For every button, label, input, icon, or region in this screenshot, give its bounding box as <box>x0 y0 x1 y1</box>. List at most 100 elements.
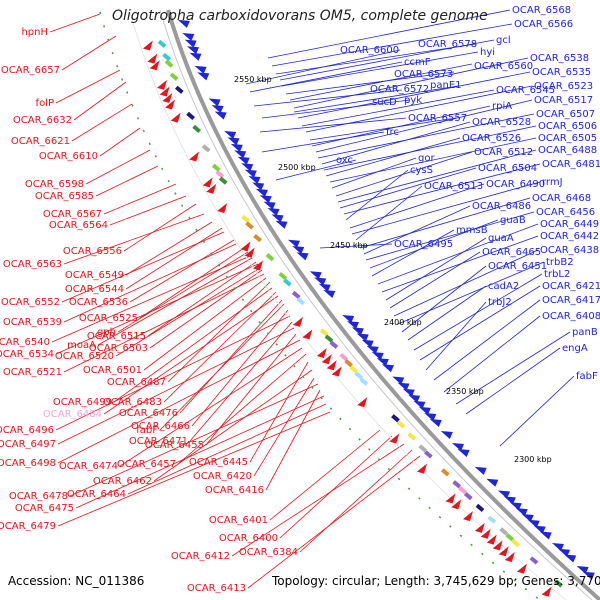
reverse-gene-arrow[interactable] <box>361 339 374 348</box>
reverse-gene-arrow[interactable] <box>521 513 534 522</box>
gene-label[interactable]: OCAR_6568 <box>512 5 571 16</box>
reverse-gene-arrow[interactable] <box>527 519 540 528</box>
gene-label[interactable]: OCAR_6517 <box>534 95 593 106</box>
gene-label[interactable]: OCAR_6487 <box>107 377 166 388</box>
gene-label[interactable]: OCAR_6481 <box>542 159 600 170</box>
gene-label[interactable]: OCAR_6526 <box>462 133 521 144</box>
forward-gene-arrow[interactable] <box>474 522 485 533</box>
reverse-gene-arrow[interactable] <box>296 252 309 261</box>
gene-label[interactable]: OCAR_6412 <box>171 551 230 562</box>
gene-label[interactable]: OCAR_6572 <box>370 84 429 95</box>
reverse-gene-arrow[interactable] <box>418 406 431 415</box>
gene-label[interactable]: OCAR_6557 <box>408 113 467 124</box>
gene-label[interactable]: cadA2 <box>488 281 519 292</box>
reverse-gene-arrow[interactable] <box>533 525 546 534</box>
gene-label[interactable]: OCAR_6464 <box>67 489 126 500</box>
gene-label[interactable]: OCAR_6540 <box>0 337 50 348</box>
gene-label[interactable]: OCAR_6462 <box>93 476 152 487</box>
gene-label[interactable]: OCAR_6535 <box>532 67 591 78</box>
reverse-gene-arrow[interactable] <box>263 201 276 210</box>
gene-label[interactable]: OCAR_6556 <box>63 246 122 257</box>
gene-label[interactable]: OCAR_6512 <box>474 147 533 158</box>
reverse-gene-arrow[interactable] <box>509 502 522 511</box>
reverse-gene-arrow[interactable] <box>408 394 421 403</box>
reverse-gene-arrow[interactable] <box>318 283 331 292</box>
gene-label[interactable]: OCAR_6632 <box>13 115 72 126</box>
gene-label[interactable]: hyi <box>480 47 495 58</box>
gene-label[interactable]: OCAR_6544 <box>65 284 124 295</box>
gene-label[interactable]: OCAR_6483 <box>103 397 162 408</box>
gene-label[interactable]: mmsB <box>456 225 488 236</box>
gene-label[interactable]: OCAR_6520 <box>55 351 114 362</box>
gene-label[interactable]: gcl <box>496 35 511 46</box>
reverse-gene-arrow[interactable] <box>539 531 552 540</box>
reverse-gene-arrow[interactable] <box>182 33 195 42</box>
gene-label[interactable]: OCAR_6474 <box>59 461 118 472</box>
forward-gene-arrow[interactable] <box>486 534 497 545</box>
gene-label[interactable]: OCAR_6486 <box>472 201 531 212</box>
gene-label[interactable]: OCAR_6408 <box>542 311 600 322</box>
forward-gene-arrow[interactable] <box>302 329 313 340</box>
gene-label[interactable]: rrmJ <box>542 177 563 188</box>
gene-label[interactable]: OCAR_6451 <box>488 261 547 272</box>
gene-label[interactable]: OCAR_6449 <box>540 219 599 230</box>
forward-gene-arrow[interactable] <box>321 354 332 365</box>
reverse-gene-arrow[interactable] <box>187 46 200 55</box>
gene-label[interactable]: ccmF <box>404 57 431 68</box>
forward-gene-arrow[interactable] <box>244 247 255 258</box>
reverse-gene-arrow[interactable] <box>397 382 410 391</box>
reverse-gene-arrow[interactable] <box>474 466 487 475</box>
gene-label[interactable]: OCAR_6445 <box>189 457 248 468</box>
reverse-gene-arrow[interactable] <box>244 169 257 178</box>
forward-gene-arrow[interactable] <box>165 99 176 110</box>
gene-label[interactable]: OCAR_6567 <box>43 209 102 220</box>
reverse-gene-arrow[interactable] <box>440 431 453 440</box>
gene-label[interactable]: hpnH <box>21 27 48 38</box>
gene-label[interactable]: OCAR_6479 <box>0 521 56 532</box>
reverse-gene-arrow[interactable] <box>457 448 470 457</box>
forward-gene-arrow[interactable] <box>149 60 160 71</box>
gene-label[interactable]: OCAR_6505 <box>538 133 597 144</box>
gene-label[interactable]: OCAR_6466 <box>131 421 190 432</box>
gene-label[interactable]: OCAR_6476 <box>119 408 178 419</box>
gene-label[interactable]: OCAR_6552 <box>1 297 60 308</box>
gene-label[interactable]: OCAR_6657 <box>1 65 60 76</box>
reverse-gene-arrow[interactable] <box>292 246 305 255</box>
gene-label[interactable]: fabF <box>576 371 598 382</box>
gene-label[interactable]: OCAR_6465 <box>482 247 541 258</box>
gene-label[interactable]: OCAR_6600 <box>340 45 399 56</box>
gene-label[interactable]: OCAR_6475 <box>15 503 74 514</box>
gene-label[interactable]: fabF <box>136 425 158 436</box>
reverse-gene-arrow[interactable] <box>376 358 389 367</box>
reverse-gene-arrow[interactable] <box>413 400 426 409</box>
reverse-gene-arrow[interactable] <box>497 490 510 499</box>
gene-label[interactable]: OCAR_6534 <box>0 349 54 360</box>
gene-label[interactable]: folP <box>36 98 54 109</box>
gene-label[interactable]: frc <box>386 127 399 138</box>
gene-label[interactable]: gor <box>418 153 435 164</box>
reverse-gene-arrow[interactable] <box>255 188 268 197</box>
reverse-gene-arrow[interactable] <box>271 214 284 223</box>
reverse-gene-arrow[interactable] <box>381 364 394 373</box>
gene-label[interactable]: OCAR_6515 <box>87 331 146 342</box>
reverse-gene-arrow[interactable] <box>234 150 247 159</box>
gene-label[interactable]: OCAR_6503 <box>89 343 148 354</box>
forward-gene-arrow[interactable] <box>159 86 170 97</box>
gene-label[interactable]: panE1 <box>430 80 462 91</box>
reverse-gene-arrow[interactable] <box>227 137 240 146</box>
gene-label[interactable]: OCAR_6610 <box>39 151 98 162</box>
gene-label[interactable]: oxc <box>336 155 353 166</box>
gene-label[interactable]: OCAR_6417 <box>542 295 600 306</box>
reverse-gene-arrow[interactable] <box>309 271 322 280</box>
gene-label[interactable]: OCAR_6598 <box>25 179 84 190</box>
reverse-gene-arrow[interactable] <box>366 345 379 354</box>
gene-label[interactable]: trbL2 <box>544 269 570 280</box>
gene-label[interactable]: OCAR_6566 <box>514 19 573 30</box>
gene-label[interactable]: OCAR_6578 <box>418 39 477 50</box>
gene-label[interactable]: OCAR_6438 <box>540 245 599 256</box>
gene-label[interactable]: guaA <box>488 233 514 244</box>
reverse-gene-arrow[interactable] <box>351 327 364 336</box>
gene-label[interactable]: OCAR_6501 <box>83 365 142 376</box>
gene-label[interactable]: OCAR_6538 <box>530 53 589 64</box>
forward-gene-arrow[interactable] <box>217 203 228 214</box>
